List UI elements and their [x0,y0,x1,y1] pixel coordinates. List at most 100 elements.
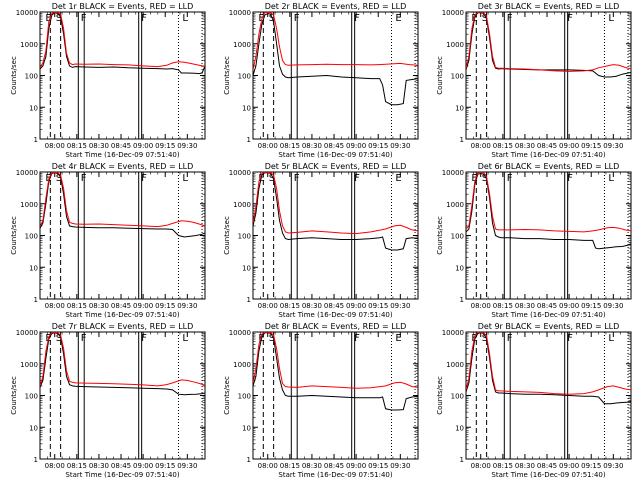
marker-letter: E [471,173,477,184]
chart-title: Det 1r BLACK = Events, RED = LLD [52,2,194,11]
series-line-lld [466,12,631,72]
x-tick-label: 09:00 [559,302,579,310]
marker-letter: L [608,173,614,184]
marker-letter: F [81,173,87,184]
x-tick-label: 08:30 [302,462,322,470]
x-tick-label: 08:00 [258,142,278,150]
x-tick-label: 08:45 [537,462,557,470]
marker-letter: L [608,333,614,344]
y-axis-label: Counts/sec [10,216,18,255]
marker-letter: F [141,13,147,24]
x-tick-label: 09:15 [368,302,388,310]
x-tick-label: 09:00 [133,462,153,470]
marker-letter: F [81,13,87,24]
marker-letter: L [182,13,188,24]
series-line-lld [466,172,631,233]
series-line-events [253,332,418,411]
x-tick-label: 09:15 [155,462,175,470]
x-tick-label: 08:00 [471,302,491,310]
series-line-lld [40,332,205,387]
chart-title: Det 6r BLACK = Events, RED = LLD [478,162,620,171]
y-tick-label: 1 [247,136,251,144]
marker-letter: F [294,173,300,184]
marker-letter: S [482,173,488,184]
x-axis-label: Start Time (16-Dec-09 07:51:40) [65,311,179,319]
x-axis-label: Start Time (16-Dec-09 07:51:40) [278,151,392,159]
x-tick-label: 08:00 [258,302,278,310]
chart-title: Det 3r BLACK = Events, RED = LLD [478,2,620,11]
y-tick-label: 1000 [446,361,464,369]
x-tick-label: 09:30 [390,462,410,470]
x-tick-label: 09:30 [177,302,197,310]
x-tick-label: 08:15 [67,142,87,150]
x-tick-label: 09:00 [559,142,579,150]
x-tick-label: 09:00 [346,462,366,470]
series-line-lld [253,332,418,389]
chart-panel: Det 1r BLACK = Events, RED = LLD 1 10 100 10… [10,2,206,159]
x-axis-label: Start Time (16-Dec-09 07:51:40) [65,151,179,159]
x-tick-label: 09:30 [177,142,197,150]
y-tick-label: 100 [25,393,38,401]
chart-panel: Det 7r BLACK = Events, RED = LLD 1 10 100 10… [10,322,206,479]
marker-letter: E [45,13,51,24]
plot-frame [252,11,419,140]
series-line-events [40,172,205,238]
chart-panel: Det 3r BLACK = Events, RED = LLD 1 10 100 10… [436,2,632,159]
y-tick-label: 10 [242,264,251,272]
marker-letter: F [354,13,360,24]
marker-letter: L [182,333,188,344]
x-tick-label: 08:15 [280,142,300,150]
x-tick-label: 08:45 [324,302,344,310]
y-tick-label: 10 [29,104,38,112]
marker-letter: S [56,13,62,24]
x-tick-label: 08:30 [515,462,535,470]
x-tick-label: 08:00 [45,462,65,470]
y-tick-label: 1 [247,456,251,464]
x-tick-label: 08:15 [493,142,513,150]
marker-letter: S [269,173,275,184]
y-tick-label: 1000 [233,361,251,369]
x-axis-label: Start Time (16-Dec-09 07:51:40) [491,471,605,479]
y-axis-label: Counts/sec [10,376,18,415]
x-axis-label: Start Time (16-Dec-09 07:51:40) [278,471,392,479]
marker-letter: F [507,173,513,184]
series-line-events [466,332,631,405]
y-tick-label: 1 [34,296,38,304]
marker-letter: F [354,333,360,344]
series-line-lld [40,172,205,228]
x-tick-label: 08:15 [493,302,513,310]
series-line-events [40,12,205,75]
series-line-lld [40,12,205,68]
y-tick-label: 10 [455,264,464,272]
series-line-lld [253,12,418,71]
marker-letter: L [608,13,614,24]
plot-frame [252,331,419,460]
x-tick-label: 08:15 [67,462,87,470]
y-tick-label: 100 [238,393,251,401]
chart-title: Det 5r BLACK = Events, RED = LLD [265,162,407,171]
plot-frame [465,331,632,460]
y-tick-label: 10000 [16,9,38,17]
x-tick-label: 08:00 [258,462,278,470]
x-tick-label: 09:15 [368,142,388,150]
series-line-events [466,172,631,250]
y-tick-label: 1 [460,456,464,464]
marker-letter: S [56,333,62,344]
chart-title: Det 2r BLACK = Events, RED = LLD [265,2,407,11]
y-tick-label: 10 [29,424,38,432]
marker-letter: F [507,333,513,344]
x-tick-label: 08:15 [280,302,300,310]
y-tick-label: 1000 [446,201,464,209]
y-tick-label: 1 [34,456,38,464]
y-tick-label: 10000 [442,169,464,177]
y-tick-label: 10000 [16,329,38,337]
y-axis-label: Counts/sec [436,376,444,415]
y-tick-label: 100 [238,73,251,81]
chart-panel: Det 8r BLACK = Events, RED = LLD 1 10 100 10… [223,322,419,479]
chart-panel: Det 4r BLACK = Events, RED = LLD 1 10 100 10… [10,162,206,319]
y-tick-label: 1000 [20,361,38,369]
y-tick-label: 100 [451,233,464,241]
y-tick-label: 1000 [446,41,464,49]
chart-title: Det 7r BLACK = Events, RED = LLD [52,322,194,331]
